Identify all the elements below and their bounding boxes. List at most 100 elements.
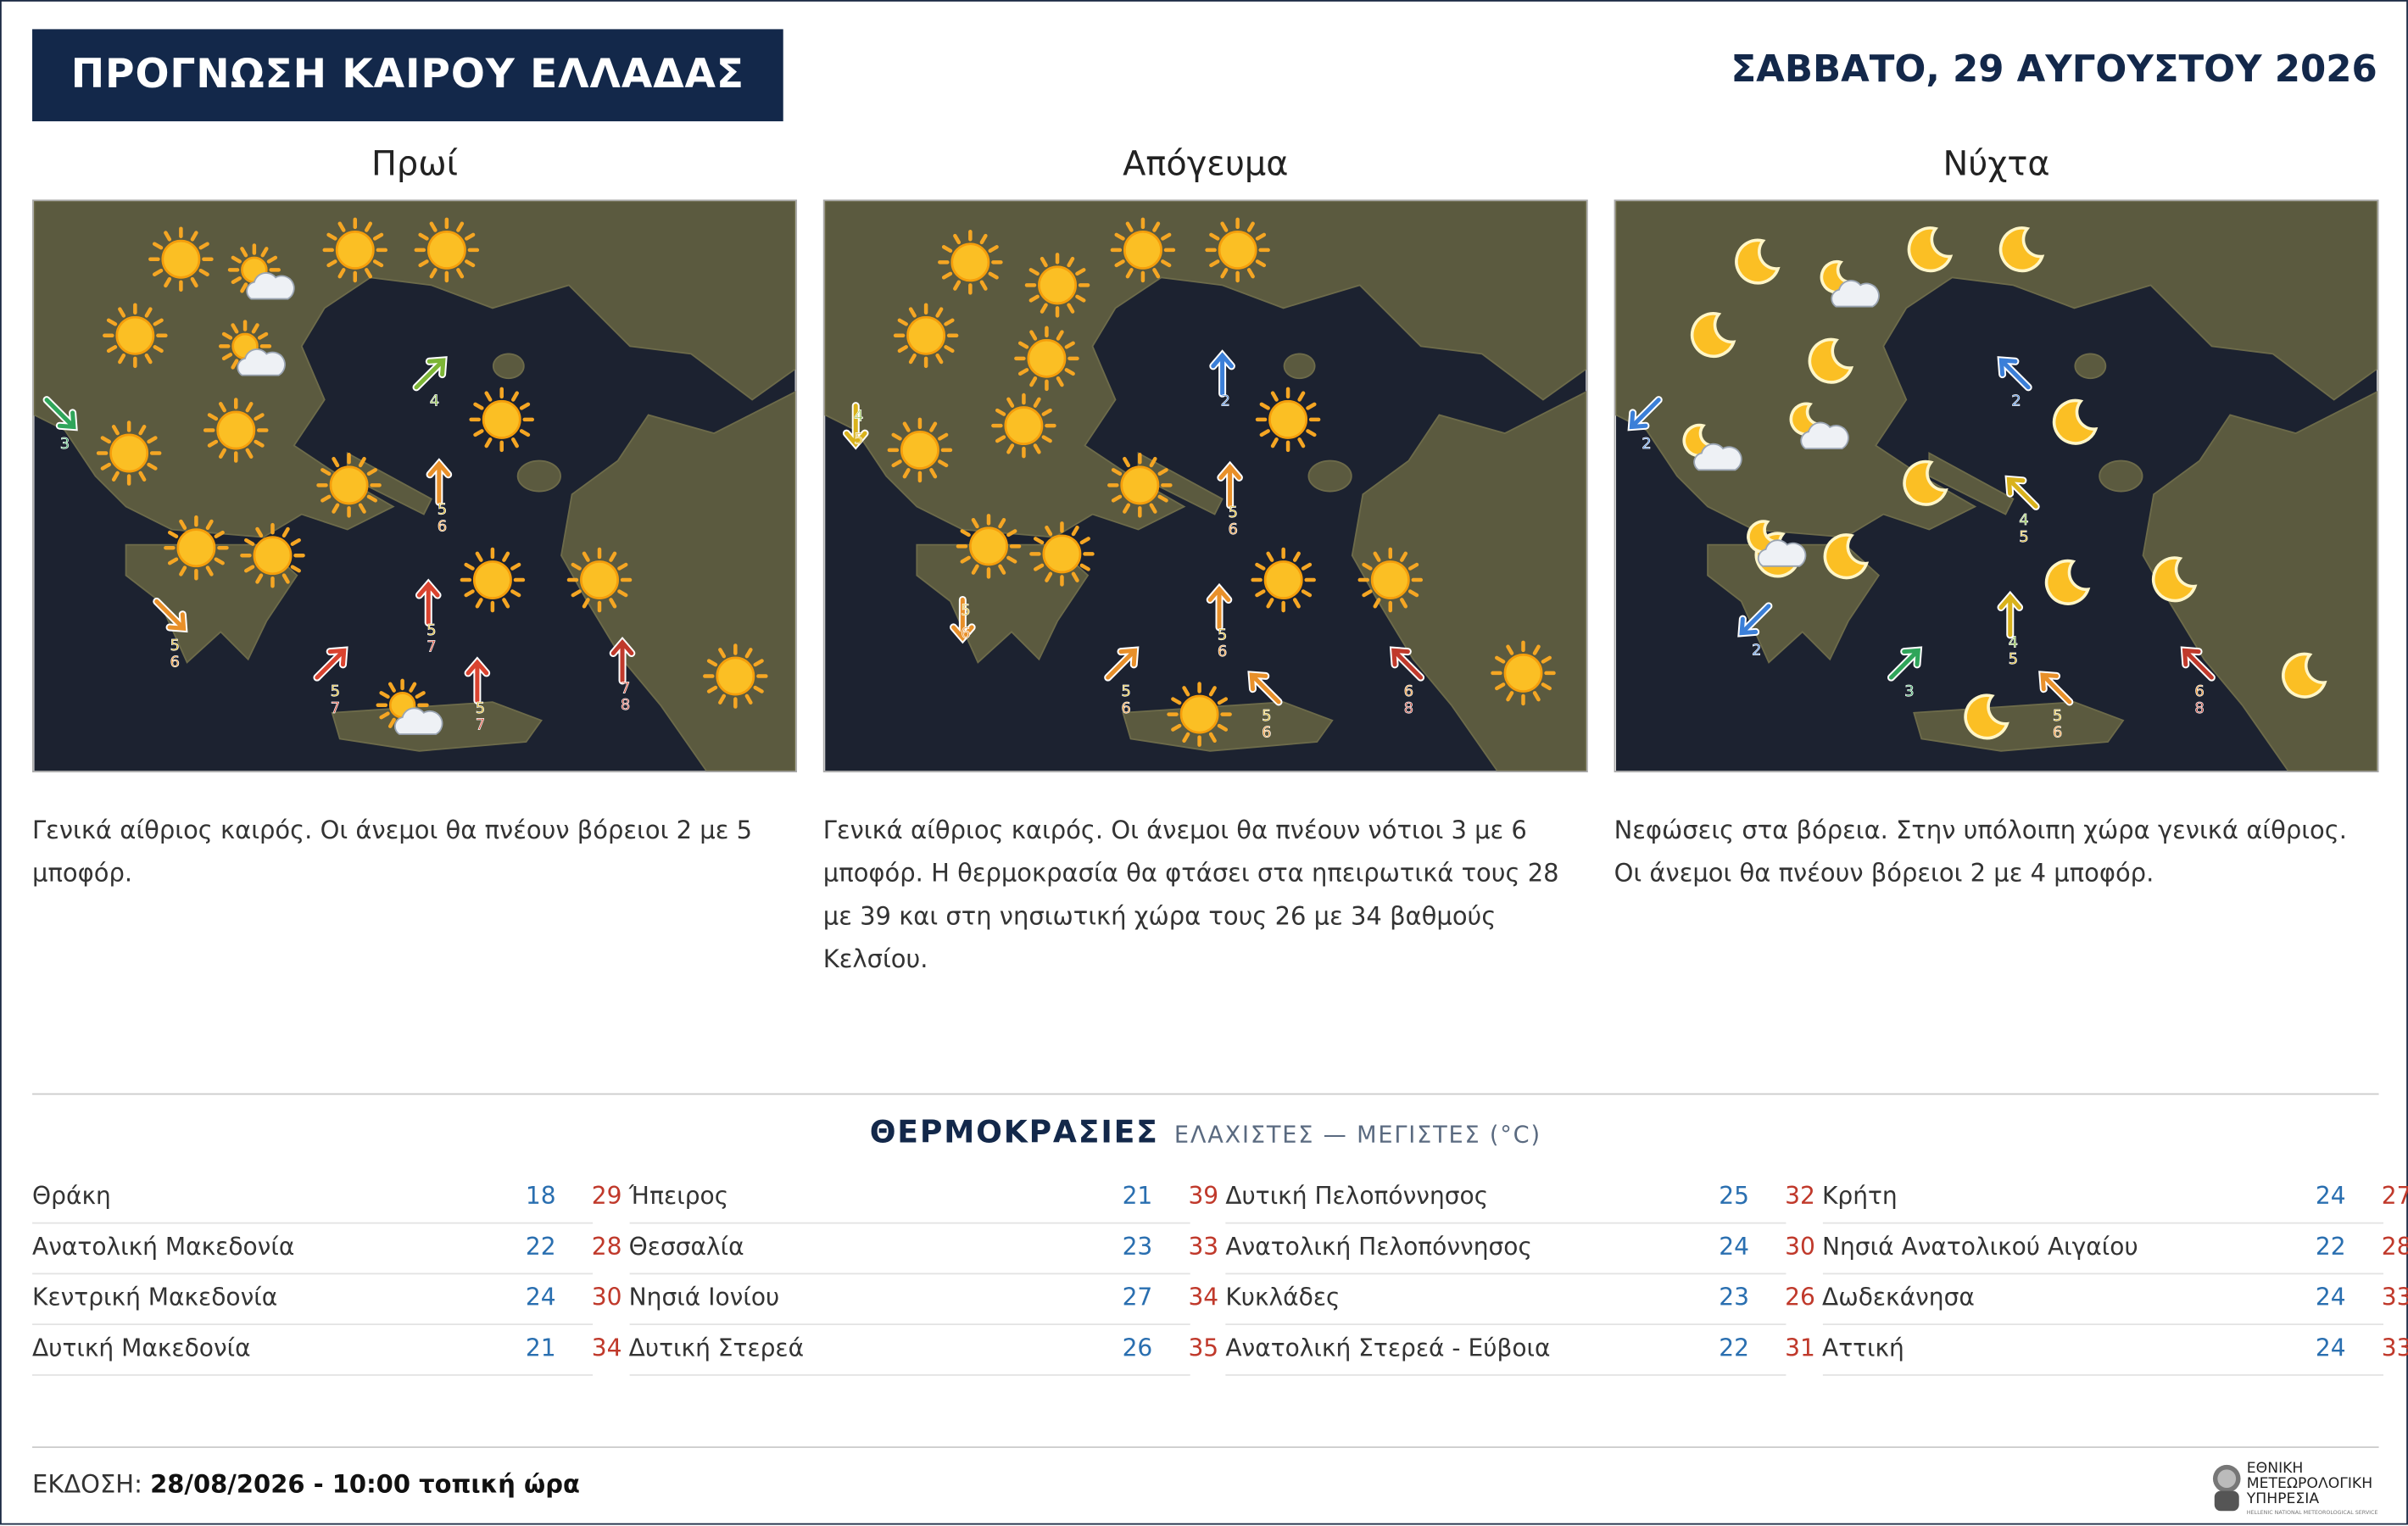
separator xyxy=(32,1093,2379,1095)
sun-ray xyxy=(519,402,531,410)
region: Δυτική Μακεδονία xyxy=(32,1334,251,1362)
sun-ray xyxy=(190,276,198,288)
arrow-shape xyxy=(1218,463,1241,508)
sun-ray xyxy=(231,276,242,284)
arrow-shape xyxy=(2006,476,2038,509)
sun-ray xyxy=(1114,259,1125,268)
sun-ray xyxy=(205,565,214,576)
max-temp: 28 xyxy=(591,1233,622,1261)
sun-ray xyxy=(260,247,269,258)
arrow-shape xyxy=(1629,398,1661,430)
sun-ray xyxy=(332,503,340,514)
wind-force: 5 xyxy=(170,637,179,654)
sun-ray xyxy=(1067,303,1075,314)
wind-force: 3 xyxy=(1904,682,1914,700)
temperature-row: Νησιά Ανατολικού Αιγαίου 22 28 xyxy=(1821,1222,2408,1275)
sun-ray xyxy=(387,717,396,728)
sun-ray xyxy=(1149,503,1157,514)
sun-ray xyxy=(935,307,944,318)
sun-ray xyxy=(1220,268,1229,279)
sun-ray xyxy=(617,589,628,598)
wind-arrow xyxy=(426,458,453,506)
land xyxy=(516,459,561,493)
sun-ray xyxy=(1033,397,1041,408)
sun-icon xyxy=(1167,682,1232,747)
sun-ray xyxy=(152,268,164,276)
sun-ray xyxy=(1292,551,1301,562)
arrow-shape xyxy=(465,659,489,703)
sun-ray xyxy=(266,255,278,264)
sun-disc xyxy=(969,526,1008,566)
sun-ray xyxy=(475,551,483,562)
wind-arrow xyxy=(1737,602,1773,638)
sun-icon xyxy=(1110,217,1176,283)
sun-disc xyxy=(906,315,946,355)
wind-force: 5 xyxy=(2009,650,2018,668)
sun-ray xyxy=(1182,686,1190,697)
sun-ray xyxy=(1075,294,1086,303)
moon-icon xyxy=(1964,693,2009,740)
arrow-shape xyxy=(1391,648,1424,680)
sun-ray xyxy=(147,436,158,444)
wind-force: 7 xyxy=(621,679,630,697)
sun-ray xyxy=(1045,525,1053,537)
sun-ray xyxy=(106,318,118,326)
cloud-icon xyxy=(1800,421,1849,450)
arrow-shape xyxy=(416,581,440,626)
sun-ray xyxy=(1506,691,1514,702)
region: Θράκη xyxy=(32,1182,111,1211)
sun-icon xyxy=(1029,521,1095,587)
wind-arrow xyxy=(464,656,491,705)
sun-ray xyxy=(995,435,1006,443)
sun-ray xyxy=(1079,563,1090,571)
temperature-heading: ΘΕΡΜΟΚΡΑΣΙΕΣ ΕΛΑΧΙΣΤΕΣ — ΜΕΓΙΣΤΕΣ (°C) xyxy=(2,1113,2408,1150)
sun-ray xyxy=(366,494,378,503)
arrow-shape xyxy=(1207,585,1231,630)
min-temp: 18 xyxy=(525,1182,556,1211)
sun-ray xyxy=(953,280,962,291)
sun-ray xyxy=(138,471,147,482)
sun-ray xyxy=(379,711,390,720)
region: Νησιά Ιονίου xyxy=(628,1284,780,1312)
sun-ray xyxy=(179,565,187,576)
sun-disc xyxy=(472,560,512,600)
sun-ray xyxy=(1407,589,1419,598)
sun-ray xyxy=(1171,723,1182,732)
sun-ray xyxy=(1255,259,1267,268)
sun-ray xyxy=(1071,571,1079,582)
sun-ray xyxy=(1217,723,1229,732)
sun-ray xyxy=(1028,268,1040,276)
wind-arrow xyxy=(1104,646,1140,682)
issue-label: ΕΚΔΟΣΗ: xyxy=(32,1469,142,1499)
wind-force: 5 xyxy=(426,621,436,639)
region: Δωδεκάνησα xyxy=(1821,1284,1975,1312)
wind-arrow xyxy=(412,356,448,392)
arrow-shape xyxy=(154,599,187,632)
min-temp: 26 xyxy=(1122,1334,1153,1362)
sun-ray xyxy=(484,437,493,448)
sun-ray xyxy=(257,331,269,340)
wind-force: 6 xyxy=(1228,521,1237,538)
sun-ray xyxy=(1017,368,1029,376)
sun-ray xyxy=(167,530,179,538)
sun-ray xyxy=(464,589,475,598)
sun-ray xyxy=(100,436,111,444)
min-temp: 22 xyxy=(2315,1233,2346,1261)
sun-ray xyxy=(111,425,120,436)
sun-disc xyxy=(1004,406,1044,446)
sun-ray xyxy=(214,530,225,538)
sun-ray xyxy=(609,551,617,562)
sun-ray xyxy=(1532,644,1541,655)
max-temp: 34 xyxy=(1188,1284,1219,1312)
wind-arrow xyxy=(609,636,636,685)
sun-ray xyxy=(465,232,476,241)
temperature-row: Κυκλάδες 23 26 xyxy=(1225,1273,1815,1326)
issue: ΕΚΔΟΣΗ: 28/08/2026 - 10:00 τοπική ώρα xyxy=(32,1469,580,1498)
sun-ray xyxy=(1067,256,1075,268)
min-temp: 23 xyxy=(1719,1284,1749,1312)
min-temp: 22 xyxy=(1719,1334,1749,1362)
wind-force: 4 xyxy=(854,408,863,426)
sun-ray xyxy=(1056,376,1064,387)
sun-ray xyxy=(153,318,164,326)
sun-icon xyxy=(203,398,269,463)
